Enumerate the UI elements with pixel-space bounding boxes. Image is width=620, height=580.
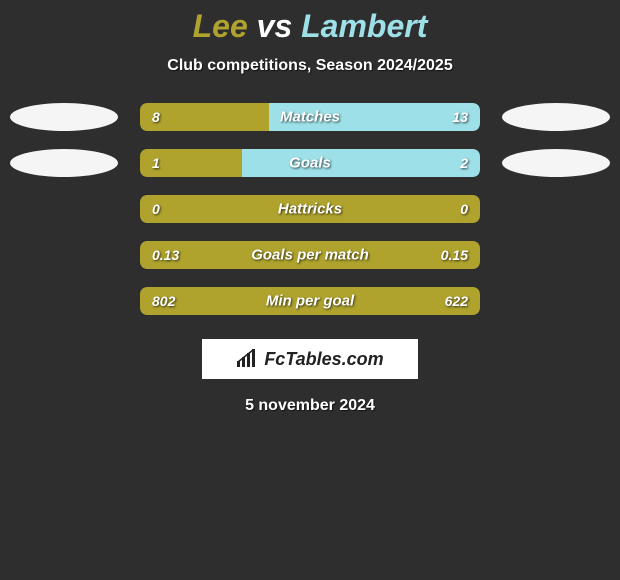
stats-rows: 8 13 Matches 1 2 Goals 0 0 Hattricks 0.13 0.15 Goal…	[0, 103, 620, 315]
branding-badge: FcTables.com	[202, 339, 418, 379]
comparison-card: Lee vs Lambert Club competitions, Season…	[0, 0, 620, 415]
stat-label: Goals	[289, 155, 331, 172]
stat-value-right: 0.15	[441, 247, 468, 263]
player2-badge	[502, 103, 610, 131]
stat-bar: 802 622 Min per goal	[140, 287, 480, 315]
stat-value-right: 13	[452, 109, 468, 125]
stat-label: Matches	[280, 109, 340, 126]
stat-value-left: 8	[152, 109, 160, 125]
snapshot-date: 5 november 2024	[0, 397, 620, 415]
stat-value-left: 1	[152, 155, 160, 171]
branding-text: FcTables.com	[264, 349, 383, 370]
stat-label: Hattricks	[278, 201, 342, 218]
stat-row: 802 622 Min per goal	[0, 287, 620, 315]
stat-value-right: 2	[460, 155, 468, 171]
player1-badge	[10, 103, 118, 131]
subtitle: Club competitions, Season 2024/2025	[0, 57, 620, 75]
page-title: Lee vs Lambert	[0, 8, 620, 45]
stat-value-left: 0.13	[152, 247, 179, 263]
player2-name: Lambert	[301, 8, 427, 44]
stat-bar: 0 0 Hattricks	[140, 195, 480, 223]
stat-row: 1 2 Goals	[0, 149, 620, 177]
stat-bar: 1 2 Goals	[140, 149, 480, 177]
stat-row: 8 13 Matches	[0, 103, 620, 131]
stat-label: Min per goal	[266, 293, 354, 310]
stat-row: 0.13 0.15 Goals per match	[0, 241, 620, 269]
player1-name: Lee	[193, 8, 248, 44]
bar-fill-right	[242, 149, 480, 177]
stat-value-left: 0	[152, 201, 160, 217]
stat-value-right: 622	[445, 293, 468, 309]
title-vs: vs	[257, 8, 293, 44]
player2-badge	[502, 149, 610, 177]
stat-bar: 8 13 Matches	[140, 103, 480, 131]
stat-label: Goals per match	[251, 247, 369, 264]
stat-bar: 0.13 0.15 Goals per match	[140, 241, 480, 269]
stat-row: 0 0 Hattricks	[0, 195, 620, 223]
player1-badge	[10, 149, 118, 177]
stat-value-left: 802	[152, 293, 175, 309]
stat-value-right: 0	[460, 201, 468, 217]
chart-bars-icon	[236, 349, 258, 369]
